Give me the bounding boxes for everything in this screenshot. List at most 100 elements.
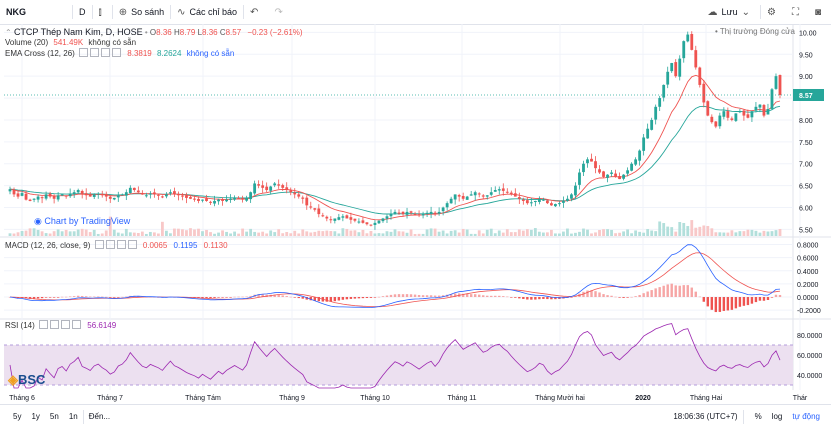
settings-icon[interactable] bbox=[90, 48, 100, 57]
volume-bar bbox=[124, 228, 128, 236]
interval-button[interactable]: D bbox=[73, 0, 92, 24]
main-legend: ⌃ CTCP Thép Nam Kim, D, HOSE • O8.36 H8.… bbox=[5, 27, 303, 37]
rsi-tick-label: 80.0000 bbox=[797, 333, 822, 340]
range-1n[interactable]: 1n bbox=[68, 412, 78, 421]
volume-bar bbox=[521, 230, 525, 236]
macd-histogram-bar bbox=[237, 296, 240, 298]
candle-body bbox=[602, 171, 605, 177]
goto-date-button[interactable]: Đến... bbox=[88, 412, 111, 421]
candle-body bbox=[594, 161, 597, 169]
candle-body bbox=[36, 196, 40, 200]
settings-icon[interactable] bbox=[50, 320, 60, 329]
compare-label: So sánh bbox=[131, 7, 165, 17]
range-1y[interactable]: 1y bbox=[31, 412, 40, 421]
volume-bar bbox=[173, 228, 176, 236]
candle-body bbox=[485, 195, 489, 197]
macd-histogram-bar bbox=[313, 297, 316, 301]
candle-body bbox=[433, 212, 437, 215]
settings-icon[interactable] bbox=[105, 240, 115, 249]
candle-body bbox=[690, 34, 694, 50]
time-tick-label: Tháng 7 bbox=[97, 395, 123, 402]
macd-histogram-bar bbox=[229, 297, 232, 298]
collapse-icon[interactable]: ⌃ bbox=[5, 28, 12, 37]
more-icon[interactable] bbox=[112, 48, 122, 57]
macd-histogram-bar bbox=[478, 294, 481, 298]
fullscreen-button[interactable]: ⛶ bbox=[786, 0, 809, 24]
compare-button[interactable]: ⊕ So sánh bbox=[113, 0, 170, 24]
eye-icon[interactable] bbox=[39, 320, 49, 329]
candle-body bbox=[710, 116, 714, 123]
redo-button[interactable]: ↷ bbox=[268, 0, 292, 24]
candle-body bbox=[177, 193, 180, 196]
range-5n[interactable]: 5n bbox=[49, 412, 59, 421]
candle-body bbox=[305, 197, 309, 206]
eye-icon[interactable] bbox=[79, 48, 89, 57]
close-icon[interactable] bbox=[101, 48, 111, 57]
candle-body bbox=[189, 197, 192, 199]
settings-button[interactable]: ⚙ bbox=[761, 0, 786, 24]
volume-bar bbox=[706, 225, 710, 236]
macd-histogram-bar bbox=[205, 297, 208, 299]
volume-bar bbox=[197, 228, 200, 236]
volume-bar bbox=[381, 233, 385, 236]
volume-bar bbox=[574, 232, 577, 236]
macd-histogram-bar bbox=[461, 293, 465, 298]
toolbar-divider bbox=[82, 409, 84, 424]
candle-body bbox=[353, 218, 357, 221]
macd-histogram-bar bbox=[598, 292, 601, 298]
undo-button[interactable]: ↶ bbox=[244, 0, 268, 24]
candle-body bbox=[48, 193, 52, 197]
candle-body bbox=[237, 197, 240, 199]
volume-bar bbox=[437, 231, 441, 236]
tradingview-label: Chart by TradingView bbox=[44, 216, 131, 226]
candle-body bbox=[365, 222, 369, 225]
volume-bar bbox=[537, 231, 541, 236]
auto-toggle[interactable]: tự động bbox=[792, 412, 820, 421]
candle-body bbox=[257, 184, 261, 186]
macd-histogram-bar bbox=[56, 297, 60, 298]
candle-body bbox=[509, 192, 513, 195]
save-button[interactable]: ☁ Lưu ⌄ bbox=[702, 0, 760, 24]
macd-histogram-bar bbox=[474, 294, 477, 298]
candle-body bbox=[269, 186, 273, 191]
close-icon[interactable] bbox=[116, 240, 126, 249]
chart-area[interactable]: 10.009.509.008.508.007.507.006.506.005.5… bbox=[0, 24, 831, 405]
macd-histogram-bar bbox=[594, 291, 597, 298]
candle-body bbox=[96, 193, 100, 195]
macd-histogram-bar bbox=[710, 297, 714, 310]
volume-bar bbox=[545, 232, 549, 236]
candle-body bbox=[666, 71, 670, 85]
toolbar-divider bbox=[72, 5, 73, 19]
macd-histogram-bar bbox=[373, 297, 377, 298]
volume-bar bbox=[730, 230, 734, 236]
range-5y[interactable]: 5y bbox=[13, 412, 22, 421]
volume-bar bbox=[465, 229, 469, 236]
macd-histogram-bar bbox=[742, 297, 746, 306]
symbol-search[interactable]: NKG bbox=[0, 0, 72, 24]
macd-histogram-bar bbox=[381, 296, 385, 298]
macd-histogram-bar bbox=[530, 297, 533, 300]
volume-bar bbox=[562, 231, 565, 236]
close-icon[interactable] bbox=[61, 320, 71, 329]
chart-type-button[interactable]: ⫾ bbox=[93, 0, 112, 24]
eye-icon[interactable] bbox=[94, 240, 104, 249]
more-icon[interactable] bbox=[127, 240, 137, 249]
macd-histogram-bar bbox=[526, 297, 529, 300]
volume-bar bbox=[469, 233, 473, 236]
macd-histogram-bar bbox=[646, 291, 649, 298]
tradingview-link[interactable]: ◉ Chart by TradingView bbox=[34, 216, 130, 227]
ema-label: EMA Cross (12, 26) bbox=[5, 49, 75, 58]
macd-histogram-bar bbox=[634, 296, 637, 298]
more-icon[interactable] bbox=[72, 320, 82, 329]
candle-body bbox=[325, 216, 329, 219]
volume-bar bbox=[349, 230, 353, 236]
time-tick-label: Thár bbox=[793, 395, 808, 402]
volume-bar bbox=[209, 232, 212, 236]
volume-bar bbox=[8, 233, 12, 236]
snapshot-button[interactable]: ◙ bbox=[809, 0, 831, 24]
macd-histogram-bar bbox=[93, 296, 96, 298]
indicators-button[interactable]: ∿ Các chỉ báo bbox=[171, 0, 243, 24]
log-toggle[interactable]: log bbox=[771, 412, 783, 421]
redo-icon: ↷ bbox=[274, 6, 283, 18]
percent-toggle[interactable]: % bbox=[754, 412, 762, 421]
